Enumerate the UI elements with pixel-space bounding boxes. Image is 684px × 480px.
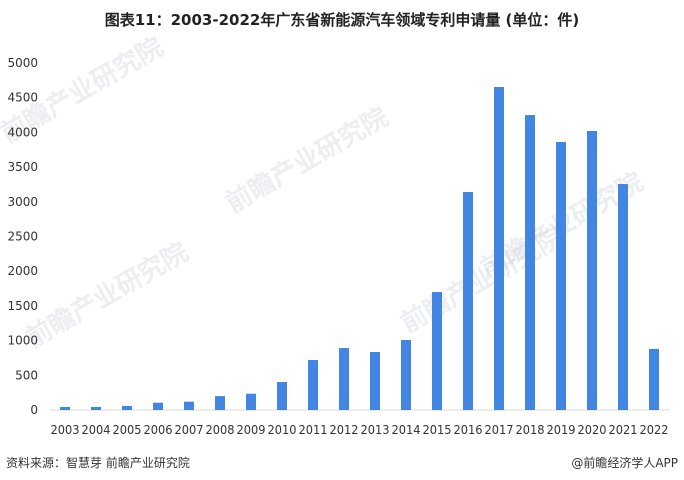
- x-tick-label: 2016: [454, 423, 483, 437]
- bar-2010: [277, 382, 287, 410]
- bar-2009: [246, 393, 256, 410]
- y-tick-label: 3000: [7, 195, 38, 209]
- bar-2019: [556, 141, 566, 410]
- x-tick-label: 2005: [113, 423, 142, 437]
- chart-title: 图表11：2003-2022年广东省新能源汽车领域专利申请量 (单位：件): [104, 11, 580, 29]
- bar-2011: [308, 360, 318, 410]
- bar-2012: [339, 348, 349, 410]
- y-tick-label: 4500: [7, 91, 38, 105]
- y-tick-label: 500: [15, 368, 38, 382]
- bar-2014: [401, 339, 411, 410]
- bar-2020: [587, 131, 597, 410]
- bar-2021: [618, 184, 628, 410]
- x-tick-label: 2013: [361, 423, 390, 437]
- y-tick-label: 5000: [7, 56, 38, 70]
- x-tick-label: 2021: [609, 423, 638, 437]
- x-tick-label: 2018: [516, 423, 545, 437]
- x-tick-label: 2017: [485, 423, 514, 437]
- x-tick-label: 2019: [547, 423, 576, 437]
- y-tick-label: 4000: [7, 125, 38, 139]
- x-tick-label: 2022: [640, 423, 669, 437]
- source-note: 资料来源：智慧芽 前瞻产业研究院: [6, 456, 190, 470]
- bar-2005: [122, 405, 132, 410]
- y-tick-label: 3500: [7, 160, 38, 174]
- bar-2017: [494, 87, 504, 411]
- credit-note: @前瞻经济学人APP: [571, 456, 678, 470]
- x-tick-label: 2015: [423, 423, 452, 437]
- x-tick-label: 2003: [51, 423, 80, 437]
- y-tick-label: 0: [30, 403, 38, 417]
- x-tick-label: 2010: [268, 423, 297, 437]
- x-tick-label: 2012: [330, 423, 359, 437]
- x-tick-label: 2006: [144, 423, 173, 437]
- x-tick-label: 2011: [299, 423, 328, 437]
- x-tick-label: 2020: [578, 423, 607, 437]
- x-tick-label: 2014: [392, 423, 421, 437]
- bar-2004: [91, 407, 101, 410]
- y-tick-label: 1500: [7, 299, 38, 313]
- x-tick-label: 2009: [237, 423, 266, 437]
- y-tick-label: 2000: [7, 264, 38, 278]
- x-tick-label: 2004: [82, 423, 111, 437]
- bar-2022: [649, 348, 659, 410]
- bar-2006: [153, 402, 163, 410]
- bar-2013: [370, 351, 380, 410]
- bar-2003: [60, 407, 70, 410]
- bar-2008: [215, 396, 225, 410]
- x-tick-label: 2008: [206, 423, 235, 437]
- bar-2015: [432, 292, 442, 410]
- y-tick-label: 2500: [7, 230, 38, 244]
- bar-2016: [463, 192, 473, 410]
- y-tick-label: 1000: [7, 334, 38, 348]
- bar-2007: [184, 401, 194, 410]
- x-tick-label: 2007: [175, 423, 204, 437]
- bar-2018: [525, 115, 535, 411]
